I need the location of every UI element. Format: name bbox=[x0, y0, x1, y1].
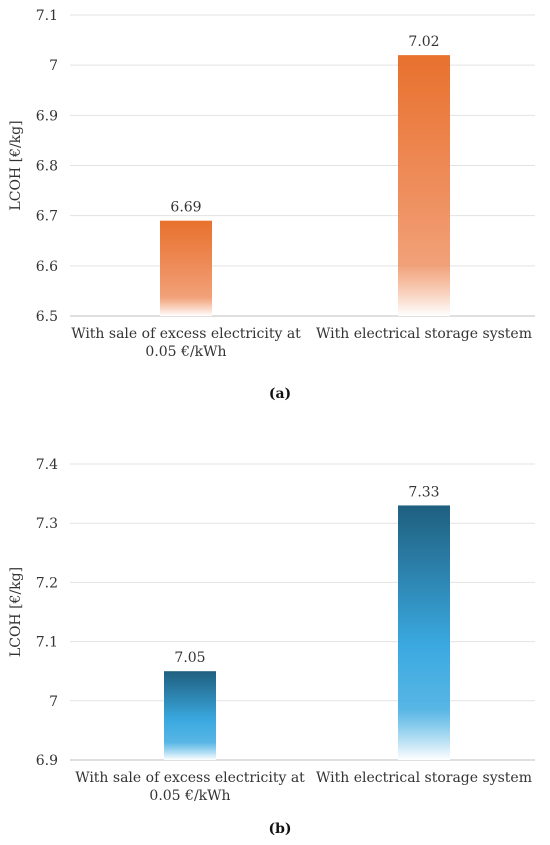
y-tick-label: 7 bbox=[49, 58, 58, 74]
y-axis-label: LCOH [€/kg] bbox=[8, 567, 24, 657]
y-tick-label: 6.7 bbox=[36, 209, 58, 225]
chart-panel-b: 6.9 7 7.1 7.2 7.3 7.4 LCOH [€/kg] 7.05 With sale… bbox=[8, 457, 535, 837]
category-label: With electrical storage system bbox=[316, 326, 532, 342]
panel-label: (a) bbox=[269, 386, 291, 402]
category-label: With sale of excess electricity at bbox=[75, 770, 305, 786]
bar-value-label: 7.05 bbox=[174, 650, 205, 666]
y-tick-label: 7 bbox=[49, 694, 58, 710]
y-tick-label: 7.2 bbox=[36, 575, 58, 591]
y-axis-label: LCOH [€/kg] bbox=[8, 120, 24, 210]
y-tick-label: 7.4 bbox=[36, 457, 58, 473]
category-label: 0.05 €/kWh bbox=[145, 344, 226, 360]
y-tick-label: 7.1 bbox=[36, 635, 58, 651]
y-tick-label: 6.9 bbox=[36, 753, 58, 769]
category-label: With sale of excess electricity at bbox=[71, 326, 301, 342]
y-tick-label: 7.1 bbox=[36, 8, 58, 24]
y-tick-label: 7.3 bbox=[36, 516, 58, 532]
bar bbox=[398, 505, 450, 760]
bar bbox=[160, 220, 212, 316]
category-label: 0.05 €/kWh bbox=[149, 788, 230, 804]
bar bbox=[398, 55, 450, 317]
panel-label: (b) bbox=[268, 821, 291, 837]
y-tick-label: 6.6 bbox=[36, 259, 58, 275]
category-label: With electrical storage system bbox=[316, 770, 532, 786]
y-tick-label: 6.8 bbox=[36, 159, 58, 175]
bar-value-label: 6.69 bbox=[170, 200, 201, 216]
y-tick-label: 6.5 bbox=[36, 309, 58, 325]
bar-value-label: 7.33 bbox=[408, 484, 439, 500]
y-tick-label: 6.9 bbox=[36, 108, 58, 124]
chart-panel-a: 6.5 6.6 6.7 6.8 6.9 7 7.1 LCOH [€/kg] 6.69 With s… bbox=[8, 8, 535, 402]
bar bbox=[164, 671, 216, 760]
bar-value-label: 7.02 bbox=[408, 34, 439, 50]
